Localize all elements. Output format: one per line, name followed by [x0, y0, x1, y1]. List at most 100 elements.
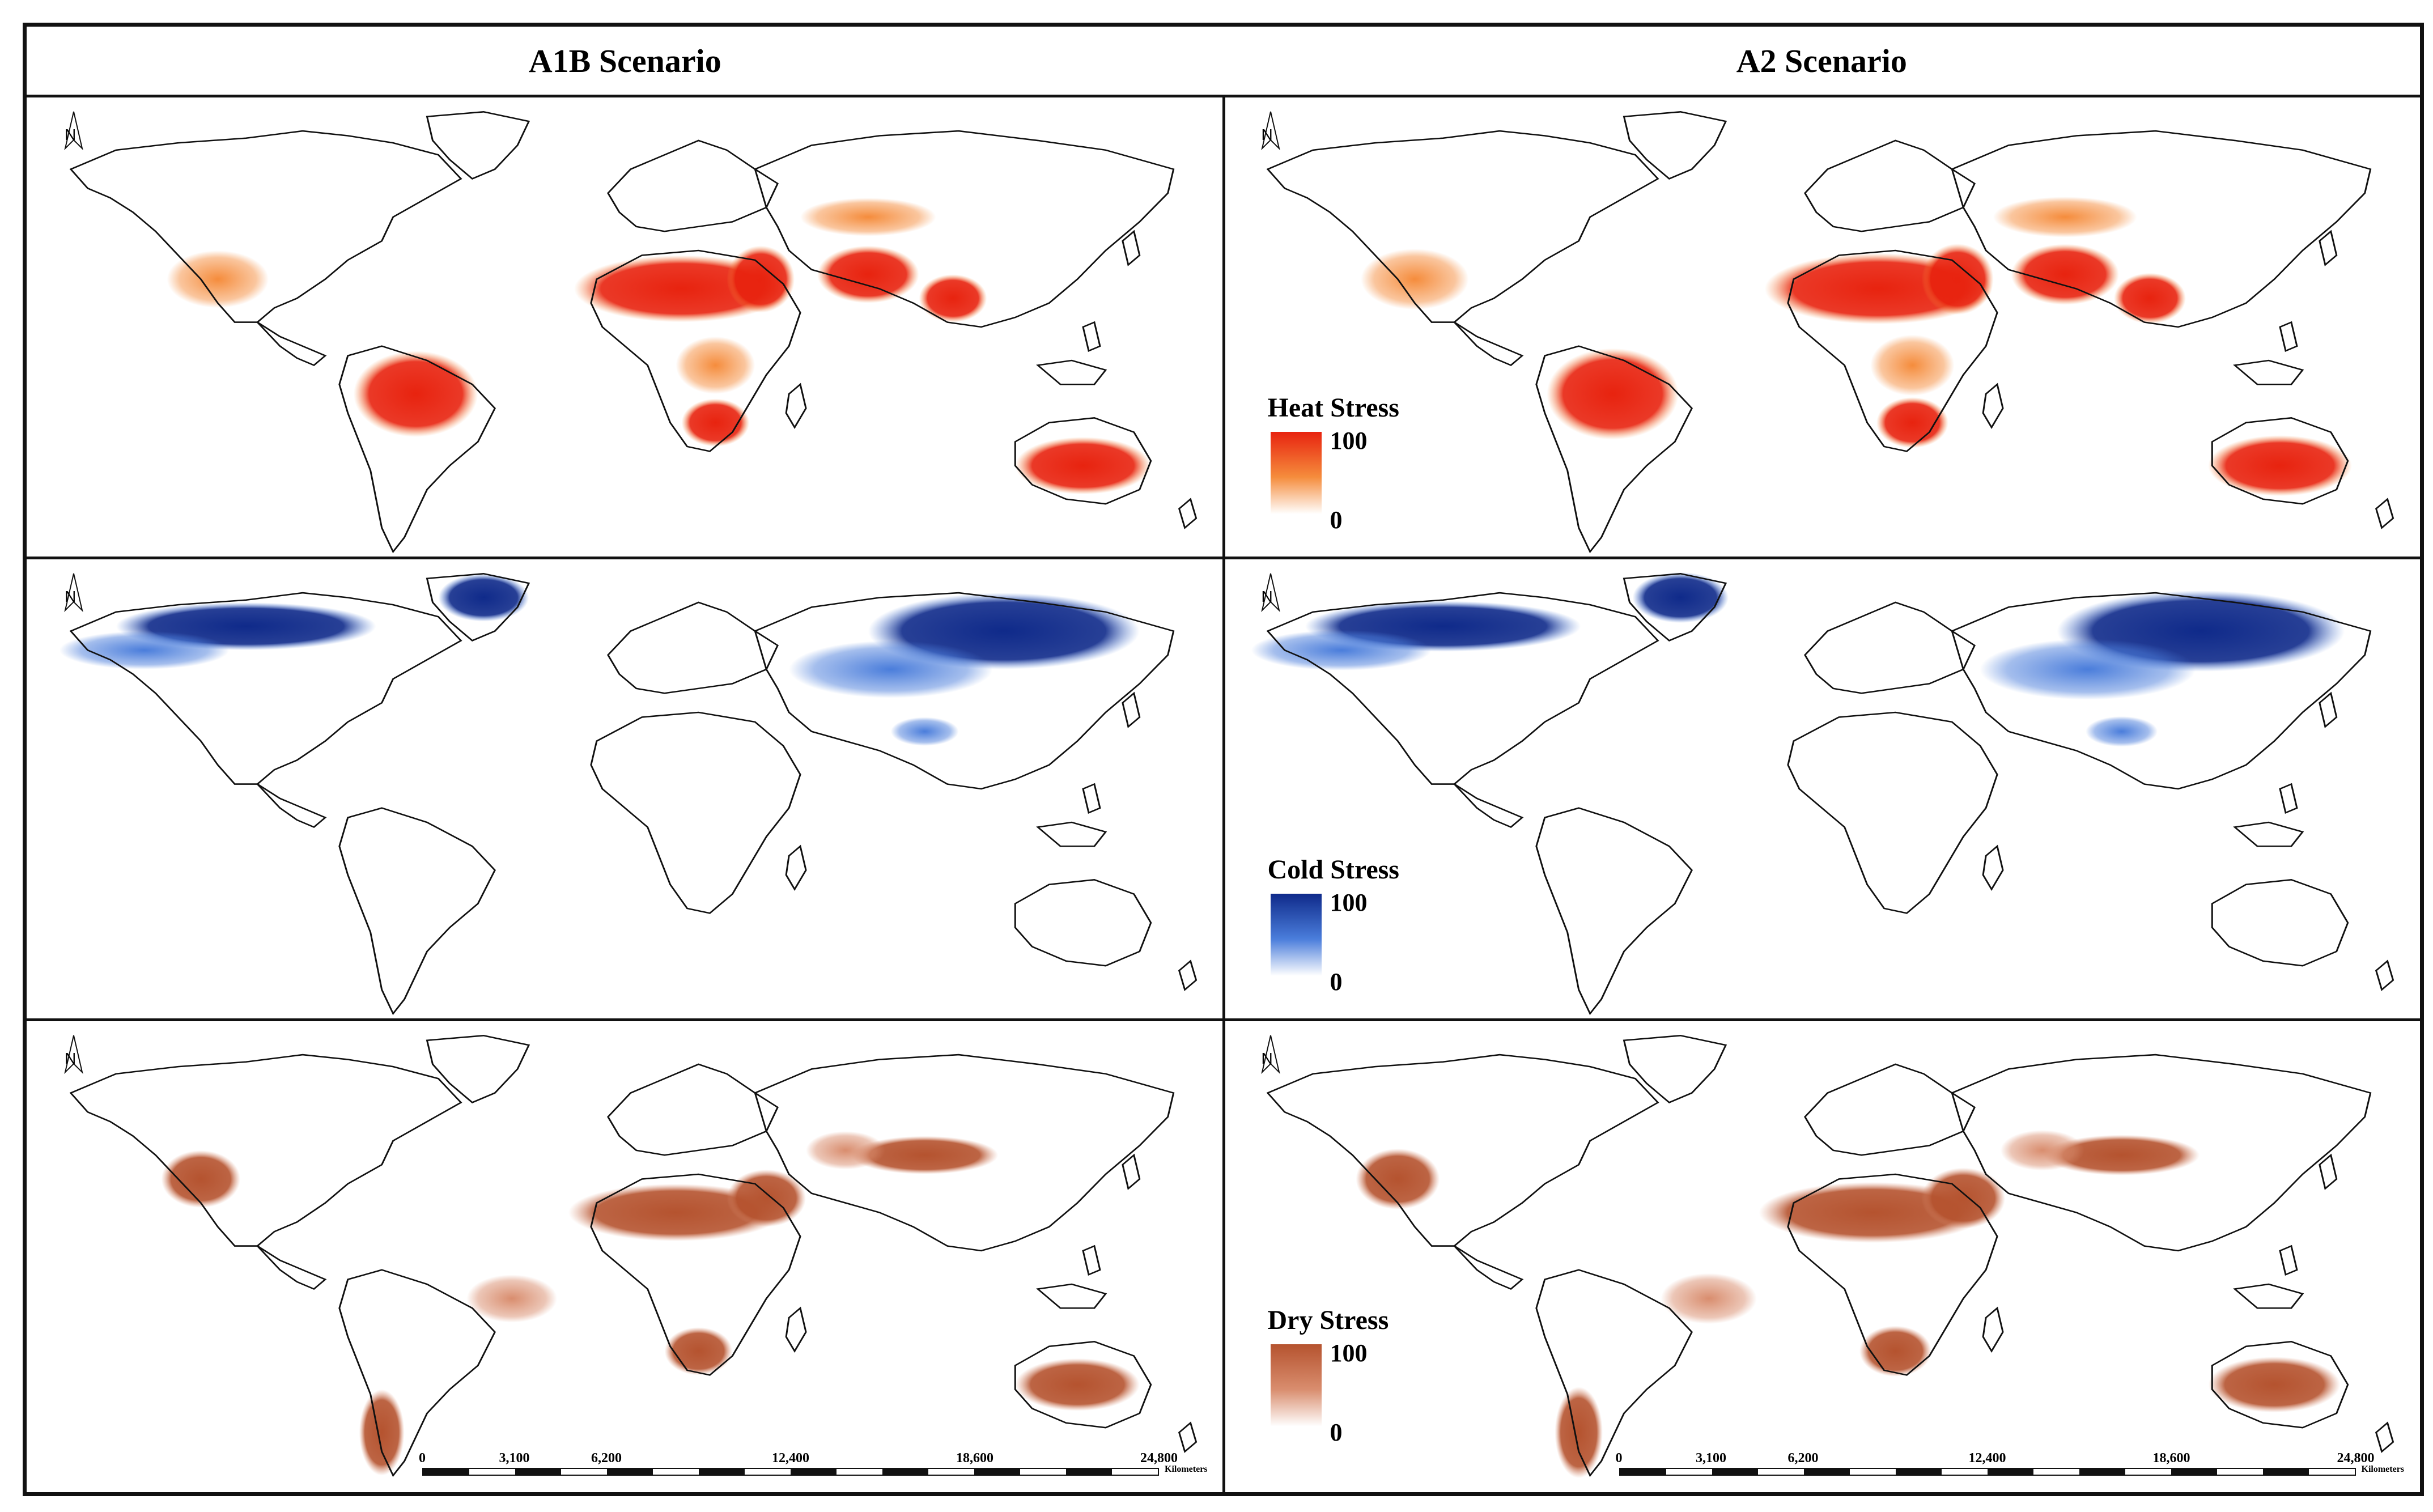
world-map-dry	[70, 1034, 1198, 1477]
legend-dry: Dry Stress 100 0	[1268, 1305, 1494, 1463]
dry-stress-region	[2000, 1130, 2084, 1171]
heat-stress-region	[676, 336, 755, 394]
heat-stress-region	[1870, 334, 1954, 396]
north-arrow-icon: N	[57, 571, 91, 622]
scale-tick-label: 18,600	[2152, 1451, 2190, 1466]
dry-stress-region	[1661, 1273, 1757, 1324]
scale-strip	[1619, 1468, 2356, 1476]
heat-stress-region	[353, 351, 478, 438]
scale-tick-label: 12,400	[772, 1451, 809, 1466]
heat-stress-region	[2011, 244, 2119, 305]
heat-stress-region	[2207, 435, 2352, 496]
scale-bar: 0 3,100 6,200 12,400 18,600 24,800 Kilometers	[419, 1451, 1208, 1476]
cold-stress-region	[789, 640, 993, 698]
heat-stress-region	[167, 250, 269, 308]
figure-frame: A1B Scenario A2 Scenario N N Heat Stress 10…	[23, 23, 2424, 1496]
scale-tick-label: 3,100	[1696, 1451, 1726, 1466]
legend-color-ramp	[1270, 432, 1322, 514]
world-map-cold	[1251, 572, 2394, 1015]
cold-stress-region	[1251, 630, 1431, 671]
legend-max-label: 100	[1330, 427, 1368, 455]
dry-stress-region	[806, 1131, 885, 1170]
scale-bar: 0 3,100 6,200 12,400 18,600 24,800 Kilometers	[1615, 1451, 2404, 1476]
cold-stress-region	[890, 717, 959, 746]
country-outlines	[70, 111, 1198, 553]
dry-stress-region	[466, 1275, 558, 1323]
map-panel-dry-a2: N Dry Stress 100 0 0 3,100 6,200 12,400 18,600 24…	[1228, 1021, 2416, 1480]
map-panel-cold-a2: N Cold Stress 100 0	[1228, 559, 2416, 1018]
legend-cold: Cold Stress 100 0	[1268, 854, 1494, 1013]
north-label: N	[1261, 588, 1273, 605]
cold-stress-region	[2085, 716, 2158, 747]
heat-stress-region	[800, 198, 936, 236]
cold-stress-region	[59, 631, 230, 670]
cold-stress-region	[1979, 639, 2196, 700]
world-map-heat	[70, 111, 1198, 553]
legend-color-ramp	[1270, 1344, 1322, 1426]
north-label: N	[65, 126, 77, 143]
heat-stress-region	[919, 274, 987, 322]
map-panel-dry-a1b: N 0 3,100 6,200 12,400 18,600 24,800 Kilometers	[31, 1021, 1219, 1480]
scale-tick-label: 12,400	[1968, 1451, 2006, 1466]
scale-tick-label: 18,600	[956, 1451, 993, 1466]
world-map-heat	[1266, 111, 2394, 553]
cold-stress-region	[1632, 572, 1729, 623]
map-panel-heat-a2: N Heat Stress 100 0	[1228, 97, 2416, 557]
north-label: N	[65, 588, 77, 605]
north-arrow-icon: N	[1254, 1033, 1288, 1084]
north-arrow-icon: N	[57, 1033, 91, 1084]
heat-stress-region	[1360, 248, 1468, 310]
world-map-dry	[1266, 1034, 2394, 1479]
dry-stress-region	[359, 1389, 405, 1476]
heat-stress-region	[1876, 397, 1948, 448]
legend-title: Cold Stress	[1267, 855, 1399, 885]
scale-tick-label: 6,200	[591, 1451, 622, 1466]
scale-tick-label: 3,100	[499, 1451, 530, 1466]
legend-title: Dry Stress	[1267, 1305, 1389, 1335]
north-label: N	[1261, 126, 1273, 143]
north-arrow-icon: N	[1254, 109, 1288, 160]
heat-stress-region	[1546, 348, 1679, 440]
scale-tick-label: 24,800	[1140, 1451, 1178, 1466]
heat-stress-region	[1993, 197, 2137, 237]
header-a2: A2 Scenario	[1736, 42, 1907, 79]
scale-tick-label: 24,800	[2337, 1451, 2375, 1466]
heat-stress-region	[681, 398, 750, 447]
country-outlines	[70, 1034, 1198, 1477]
dry-stress-region	[1859, 1326, 1931, 1377]
heat-stress-region	[817, 245, 919, 303]
cold-stress-region	[438, 574, 529, 622]
north-arrow-icon: N	[1254, 571, 1288, 622]
heat-stress-region	[727, 245, 795, 313]
map-panel-heat-a1b: N	[31, 97, 1219, 557]
world-map-cold	[59, 572, 1198, 1015]
scale-tick-label: 0	[1615, 1451, 1623, 1466]
dry-stress-region	[161, 1150, 241, 1208]
scale-tick-label: 0	[419, 1451, 426, 1466]
legend-min-label: 0	[1330, 968, 1343, 996]
legend-min-label: 0	[1330, 506, 1343, 534]
legend-max-label: 100	[1330, 889, 1368, 916]
header-a1b: A1B Scenario	[528, 42, 721, 79]
dry-stress-region	[1355, 1148, 1440, 1210]
divider-center	[1222, 95, 1225, 1492]
north-label: N	[65, 1050, 77, 1067]
legend-max-label: 100	[1330, 1339, 1368, 1367]
heat-stress-region	[2113, 273, 2186, 324]
legend-title: Heat Stress	[1267, 393, 1399, 423]
map-panel-cold-a1b: N	[31, 559, 1219, 1018]
dry-stress-region	[664, 1327, 733, 1375]
dry-stress-region	[2208, 1357, 2340, 1413]
north-arrow-icon: N	[57, 109, 91, 160]
scale-tick-label: 6,200	[1787, 1451, 1819, 1466]
legend-heat: Heat Stress 100 0	[1268, 392, 1494, 551]
scale-unit: Kilometers	[1165, 1464, 1208, 1474]
scale-strip	[422, 1468, 1159, 1476]
dry-stress-region	[851, 1136, 999, 1174]
legend-color-ramp	[1270, 894, 1322, 976]
scale-unit: Kilometers	[2361, 1464, 2405, 1474]
legend-min-label: 0	[1330, 1418, 1343, 1446]
north-label: N	[1261, 1050, 1273, 1067]
dry-stress-region	[1015, 1358, 1140, 1411]
dry-stress-region	[1921, 1167, 2005, 1229]
